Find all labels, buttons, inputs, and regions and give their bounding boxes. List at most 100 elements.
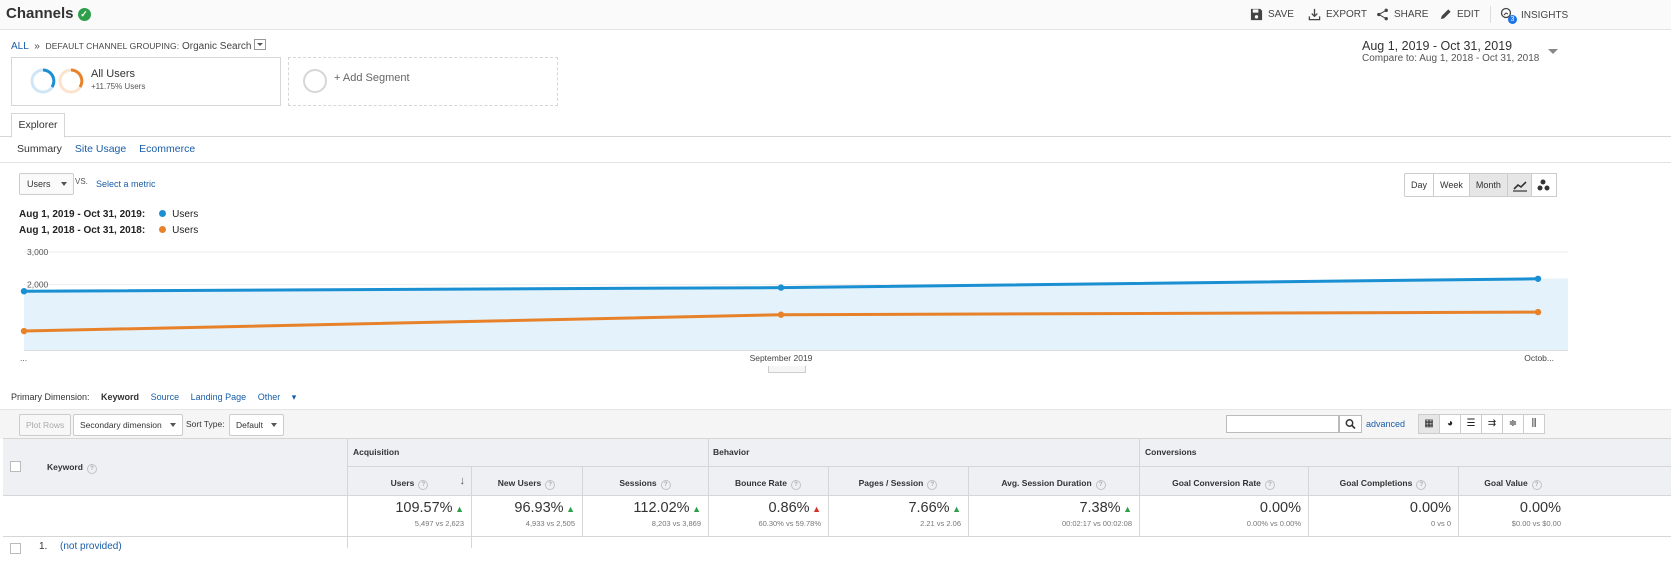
column-header-avg-session-duration[interactable]: Avg. Session Duration? bbox=[968, 478, 1139, 490]
divider bbox=[1490, 6, 1491, 23]
search-button[interactable] bbox=[1339, 415, 1362, 433]
divider bbox=[347, 438, 348, 548]
help-icon: ? bbox=[418, 480, 429, 490]
data-point bbox=[20, 288, 28, 295]
insights-button[interactable]: 3 INSIGHTS bbox=[1500, 7, 1568, 24]
column-header-new-users[interactable]: New Users? bbox=[471, 478, 582, 490]
total-percent-change: 109.57% ▲ bbox=[395, 500, 464, 516]
total-comparison: 8,203 vs 3,869 bbox=[651, 519, 701, 528]
help-icon: ? bbox=[1264, 480, 1275, 490]
segment-all-users[interactable]: All Users +11.75% Users bbox=[11, 57, 281, 106]
pencil-icon bbox=[1440, 9, 1451, 20]
total-comparison: 00:02:17 vs 00:02:08 bbox=[1061, 519, 1132, 528]
column-header-bounce-rate[interactable]: Bounce Rate? bbox=[708, 478, 828, 490]
divider bbox=[828, 466, 829, 536]
divider bbox=[968, 466, 969, 536]
verified-check-icon: ✓ bbox=[77, 8, 91, 21]
breadcrumb: ALL » DEFAULT CHANNEL GROUPING: Organic … bbox=[11, 39, 267, 52]
table-toolbar: Plot Rows Secondary dimension Sort Type:… bbox=[0, 409, 1671, 439]
cloud-icon: ≑ bbox=[1508, 418, 1518, 429]
arrow-up-icon: ▲ bbox=[689, 504, 701, 514]
subtab-site-usage[interactable]: Site Usage bbox=[74, 143, 127, 155]
tab-explorer[interactable]: Explorer bbox=[11, 113, 65, 138]
plot-rows-button[interactable]: Plot Rows bbox=[19, 414, 72, 436]
date-range-picker[interactable]: Aug 1, 2019 - Oct 31, 2019 Compare to: A… bbox=[1362, 39, 1558, 64]
divider bbox=[471, 466, 472, 536]
insights-badge: 3 bbox=[1508, 15, 1517, 24]
divider bbox=[1458, 466, 1459, 536]
term-cloud-button[interactable]: ≑ bbox=[1503, 414, 1524, 434]
subtab-ecommerce[interactable]: Ecommerce bbox=[139, 143, 196, 155]
data-point bbox=[777, 311, 785, 318]
week-button[interactable]: Week bbox=[1434, 174, 1470, 196]
motion-chart-button[interactable] bbox=[1531, 173, 1557, 197]
help-icon: ? bbox=[660, 480, 671, 490]
breadcrumb-dropdown[interactable] bbox=[254, 39, 267, 50]
chart-collapse-handle[interactable] bbox=[768, 366, 806, 373]
pivot-icon: ⫼ bbox=[1531, 418, 1537, 429]
add-segment-button[interactable]: + Add Segment bbox=[288, 57, 558, 106]
column-header-goal-completions[interactable]: Goal Completions? bbox=[1308, 478, 1458, 490]
total-comparison: 4,933 vs 2,505 bbox=[525, 519, 575, 528]
total-percent-change: 7.38% ▲ bbox=[1079, 500, 1132, 516]
day-button[interactable]: Day bbox=[1405, 174, 1435, 196]
legend-dot bbox=[159, 210, 167, 217]
arrow-up-icon: ▲ bbox=[949, 504, 961, 514]
help-icon: ? bbox=[1531, 480, 1542, 490]
dimension-other[interactable]: Other ▾ bbox=[257, 392, 297, 402]
performance-view-button[interactable]: ☰ bbox=[1461, 414, 1482, 434]
table-view-button[interactable]: ▦ bbox=[1418, 414, 1440, 434]
dimension-landing-page[interactable]: Landing Page bbox=[190, 392, 247, 402]
group-acquisition: Acquisition bbox=[353, 447, 400, 457]
chevron-down-icon bbox=[270, 423, 277, 427]
column-header-users[interactable]: Users? ↓ bbox=[390, 475, 466, 490]
share-button[interactable]: SHARE bbox=[1376, 8, 1428, 21]
save-icon bbox=[1250, 8, 1263, 21]
table-search-input[interactable] bbox=[1226, 415, 1339, 433]
insights-icon: 3 bbox=[1500, 7, 1517, 24]
x-tick-label: September 2019 bbox=[750, 353, 813, 363]
select-all-checkbox[interactable] bbox=[10, 461, 21, 472]
secondary-dimension-select[interactable]: Secondary dimension bbox=[73, 414, 183, 436]
column-header-pages-session[interactable]: Pages / Session? bbox=[828, 478, 968, 490]
row-index: 1. bbox=[39, 541, 48, 552]
column-header-goal-conversion-rate[interactable]: Goal Conversion Rate? bbox=[1139, 478, 1308, 490]
save-button[interactable]: SAVE bbox=[1250, 8, 1294, 21]
export-button[interactable]: EXPORT bbox=[1308, 8, 1367, 21]
sort-desc-icon: ↓ bbox=[459, 475, 466, 487]
row-keyword-link[interactable]: (not provided) bbox=[60, 541, 122, 552]
column-header-goal-value[interactable]: Goal Value? bbox=[1458, 478, 1568, 490]
metric-select[interactable]: Users bbox=[19, 173, 74, 195]
legend-previous: Aug 1, 2018 - Oct 31, 2018: Users bbox=[19, 225, 199, 236]
arrow-up-icon: ▲ bbox=[563, 504, 575, 514]
help-icon: ? bbox=[86, 464, 97, 474]
row-checkbox[interactable] bbox=[10, 543, 21, 554]
column-header-sessions[interactable]: Sessions? bbox=[582, 478, 708, 490]
dimension-source[interactable]: Source bbox=[150, 392, 180, 402]
select-metric-link[interactable]: Select a metric bbox=[96, 179, 156, 189]
segment-subtext: +11.75% Users bbox=[91, 82, 146, 91]
advanced-filter-link[interactable]: advanced bbox=[1366, 419, 1406, 429]
keyword-column-header[interactable]: Keyword? bbox=[47, 462, 97, 474]
data-point bbox=[20, 327, 28, 335]
tab-bar-line bbox=[0, 136, 1671, 137]
pivot-view-button[interactable]: ⫼ bbox=[1524, 414, 1545, 434]
total-percent-change: 112.02% ▲ bbox=[633, 500, 701, 516]
breadcrumb-all-link[interactable]: ALL bbox=[11, 41, 29, 52]
line-chart-icon bbox=[1513, 181, 1527, 192]
legend-dot bbox=[159, 226, 167, 233]
subtab-summary[interactable]: Summary bbox=[17, 143, 62, 155]
total-percent-change: 0.00% bbox=[1519, 500, 1561, 516]
comparison-view-button[interactable]: ⇉ bbox=[1482, 414, 1503, 434]
sort-type-select[interactable]: Default bbox=[229, 414, 284, 436]
help-icon: ? bbox=[1095, 480, 1106, 490]
y-tick-label: 3,000 bbox=[27, 247, 49, 257]
pie-view-button[interactable]: ◕ bbox=[1440, 414, 1461, 434]
dimension-keyword[interactable]: Keyword bbox=[101, 392, 140, 402]
line-chart-button[interactable] bbox=[1507, 173, 1533, 197]
bubble-chart-icon bbox=[1537, 179, 1550, 191]
bars-icon: ☰ bbox=[1466, 418, 1476, 429]
edit-button[interactable]: EDIT bbox=[1439, 8, 1480, 21]
month-button[interactable]: Month bbox=[1469, 174, 1507, 196]
divider bbox=[3, 536, 1671, 537]
